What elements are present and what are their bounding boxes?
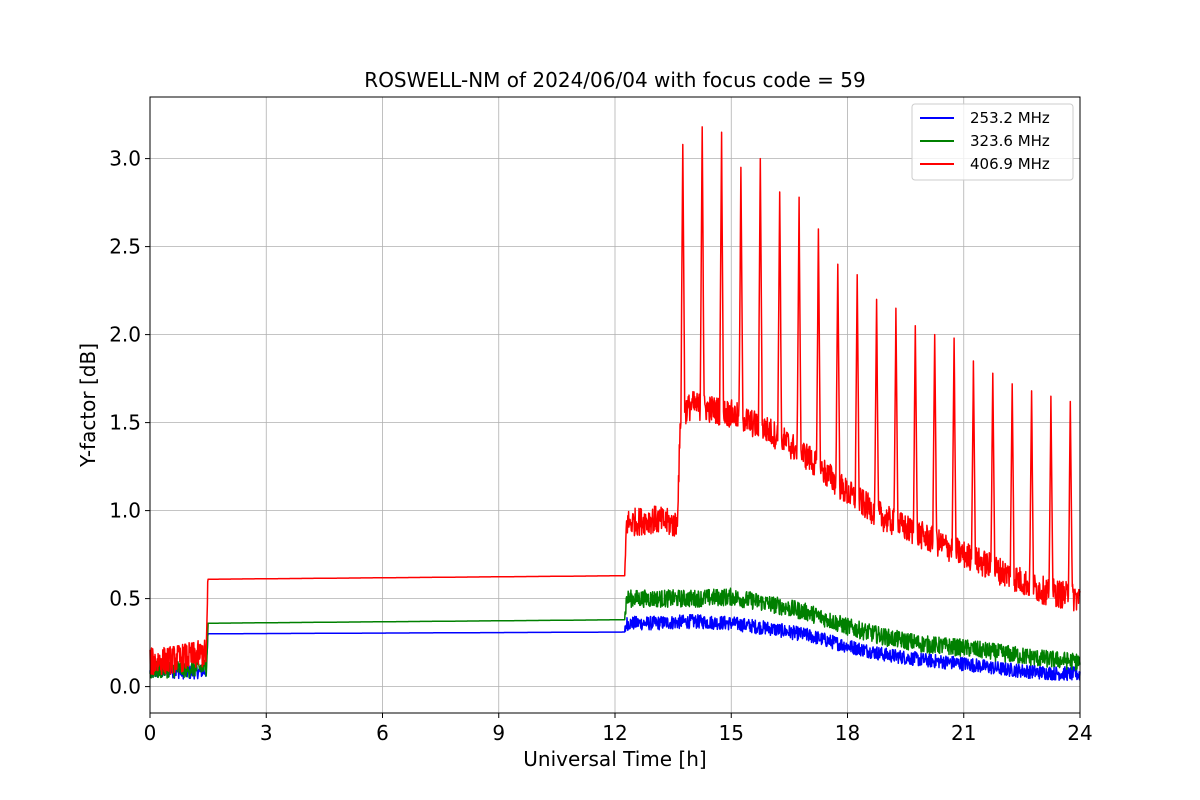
x-tick-label: 15	[719, 721, 744, 745]
x-axis-label: Universal Time [h]	[523, 747, 706, 771]
legend: 253.2 MHz 323.6 MHz 406.9 MHz	[911, 103, 1074, 181]
grid-layer	[149, 97, 1081, 713]
x-tick-label: 9	[492, 721, 505, 745]
y-tick-label: 1.5	[109, 411, 141, 435]
y-tick-label: 2.5	[109, 235, 141, 259]
y-axis-label: Y-factor [dB]	[76, 343, 100, 468]
series-layer	[149, 126, 1081, 682]
y-tick-label: 2.0	[109, 323, 141, 347]
legend-label: 323.6 MHz	[970, 132, 1050, 150]
series-line-1	[149, 587, 1081, 679]
x-tick-label: 21	[951, 721, 976, 745]
x-tick-label: 6	[376, 721, 389, 745]
y-tick-label: 0.0	[109, 675, 141, 699]
x-tick-label: 24	[1067, 721, 1092, 745]
y-tick-label: 3.0	[109, 147, 141, 171]
legend-box	[911, 103, 1074, 181]
ticks-layer: 0 3 6 9 12 15 18 21 24 0.0 0.5 1.0 1.5 2.0 2.5 3.0	[109, 147, 1093, 745]
y-tick-label: 1.0	[109, 499, 141, 523]
x-tick-label: 3	[260, 721, 273, 745]
y-tick-label: 0.5	[109, 587, 141, 611]
x-tick-label: 18	[835, 721, 860, 745]
series-line-2	[149, 126, 1081, 676]
series-line-0	[149, 613, 1081, 682]
chart-title: ROSWELL-NM of 2024/06/04 with focus code…	[364, 68, 865, 92]
legend-label: 253.2 MHz	[970, 109, 1050, 127]
x-tick-label: 0	[144, 721, 157, 745]
legend-label: 406.9 MHz	[970, 155, 1050, 173]
x-tick-label: 12	[602, 721, 627, 745]
